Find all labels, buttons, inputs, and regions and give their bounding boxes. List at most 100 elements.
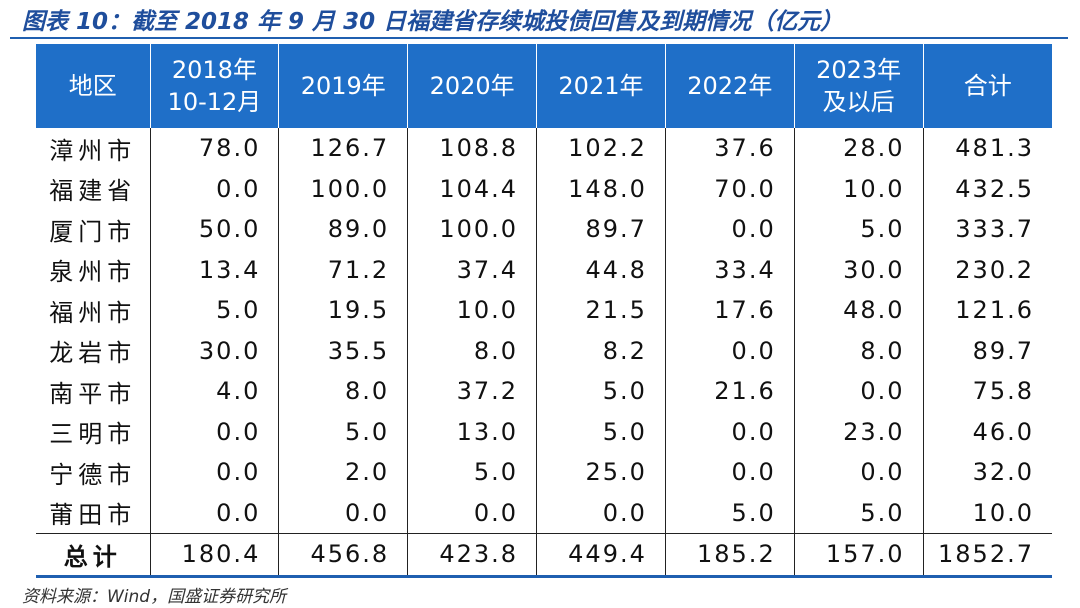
value-cell: 148.0 <box>536 168 666 209</box>
region-cell: 宁德市 <box>49 460 137 489</box>
header-cell: 2020年 <box>407 44 537 128</box>
value-cell: 10.0 <box>793 168 924 209</box>
value-cell: 108.8 <box>407 128 537 169</box>
value-cell: 481.3 <box>922 128 1052 169</box>
header-cell: 2018年 10-12月 <box>149 44 279 128</box>
header-text: 2022年 <box>687 72 773 100</box>
value-cell: 89.0 <box>278 209 408 250</box>
value-cell: 8.0 <box>793 330 924 371</box>
region-cell: 南平市 <box>49 379 137 408</box>
header-text: 合计 <box>963 72 1012 100</box>
value-cell: 5.0 <box>793 492 924 534</box>
header-cell: 2019年 <box>278 44 408 128</box>
region-cell: 泉州市 <box>49 258 137 287</box>
region-cell: 莆田市 <box>49 501 137 530</box>
header-text: 2020年 <box>429 72 515 100</box>
value-cell: 35.5 <box>278 330 408 371</box>
value-cell: 104.4 <box>407 168 537 209</box>
header-text: 地区 <box>68 72 117 100</box>
value-cell: 0.0 <box>536 492 666 534</box>
value-cell: 46.0 <box>922 411 1052 452</box>
value-cell: 32.0 <box>922 452 1052 493</box>
value-cell: 0.0 <box>664 411 795 452</box>
value-cell: 0.0 <box>664 209 795 250</box>
header-cell: 地区 <box>36 44 150 128</box>
value-cell: 456.8 <box>278 533 408 576</box>
region-cell: 总计 <box>36 533 150 576</box>
header-cell: 2023年 及以后 <box>793 44 924 128</box>
table-row: 福建省 0.0 100.0 104.4 148.0 70.0 10.0 432.5 <box>36 168 1052 209</box>
value-cell: 30.0 <box>793 249 924 290</box>
value-cell: 17.6 <box>664 290 795 331</box>
header-cell: 2022年 <box>664 44 795 128</box>
title-rule <box>10 37 1068 39</box>
value-cell: 50.0 <box>149 209 279 250</box>
table-row: 南平市 4.0 8.0 37.2 5.0 21.6 0.0 75.8 <box>36 371 1052 412</box>
value-cell: 5.0 <box>149 290 279 331</box>
value-cell: 48.0 <box>793 290 924 331</box>
value-cell: 157.0 <box>793 533 924 576</box>
region-cell: 福建省 <box>49 177 137 206</box>
value-cell: 0.0 <box>149 492 279 534</box>
value-cell: 8.2 <box>536 330 666 371</box>
table-row: 泉州市 13.4 71.2 37.4 44.8 33.4 30.0 230.2 <box>36 249 1052 290</box>
value-cell: 30.0 <box>149 330 279 371</box>
value-cell: 1852.7 <box>922 533 1052 576</box>
value-cell: 0.0 <box>664 452 795 493</box>
value-cell: 102.2 <box>536 128 666 169</box>
value-cell: 89.7 <box>536 209 666 250</box>
value-cell: 432.5 <box>922 168 1052 209</box>
value-cell: 25.0 <box>536 452 666 493</box>
value-cell: 5.0 <box>664 492 795 534</box>
value-cell: 21.6 <box>664 371 795 412</box>
value-cell: 8.0 <box>278 371 408 412</box>
value-cell: 89.7 <box>922 330 1052 371</box>
table-row: 三明市 0.0 5.0 13.0 5.0 0.0 23.0 46.0 <box>36 411 1052 452</box>
table-row: 厦门市 50.0 89.0 100.0 89.7 0.0 5.0 333.7 <box>36 209 1052 250</box>
value-cell: 44.8 <box>536 249 666 290</box>
table-row: 漳州市 78.0 126.7 108.8 102.2 37.6 28.0 481.3 <box>36 128 1052 169</box>
value-cell: 0.0 <box>278 492 408 534</box>
header-cell: 2021年 <box>536 44 666 128</box>
title: 图表 10：截至 2018 年 9 月 30 日福建省存续城投债回售及到期情况（… <box>22 9 844 35</box>
value-cell: 449.4 <box>536 533 666 576</box>
value-cell: 71.2 <box>278 249 408 290</box>
source: 资料来源：Wind，国盛证券研究所 <box>22 587 287 607</box>
region-cell: 龙岩市 <box>49 339 137 368</box>
value-cell: 37.4 <box>407 249 537 290</box>
table-row: 莆田市 0.0 0.0 0.0 0.0 5.0 5.0 10.0 <box>36 492 1052 534</box>
value-cell: 333.7 <box>922 209 1052 250</box>
header-text: 2019年 <box>300 72 386 100</box>
value-cell: 37.2 <box>407 371 537 412</box>
value-cell: 5.0 <box>278 411 408 452</box>
value-cell: 23.0 <box>793 411 924 452</box>
value-cell: 70.0 <box>664 168 795 209</box>
value-cell: 2.0 <box>278 452 408 493</box>
value-cell: 126.7 <box>278 128 408 169</box>
value-cell: 0.0 <box>793 371 924 412</box>
table-row: 福州市 5.0 19.5 10.0 21.5 17.6 48.0 121.6 <box>36 290 1052 331</box>
value-cell: 75.8 <box>922 371 1052 412</box>
value-cell: 10.0 <box>407 290 537 331</box>
header-text: 2021年 <box>558 72 644 100</box>
region-cell: 厦门市 <box>49 217 137 246</box>
value-cell: 121.6 <box>922 290 1052 331</box>
table: 地区 2018年 10-12月 2019年 2020年 2021年 2022年 2023年 及以… <box>36 44 1052 578</box>
value-cell: 0.0 <box>793 452 924 493</box>
value-cell: 33.4 <box>664 249 795 290</box>
table-row: 宁德市 0.0 2.0 5.0 25.0 0.0 0.0 32.0 <box>36 452 1052 493</box>
table-row: 龙岩市 30.0 35.5 8.0 8.2 0.0 8.0 89.7 <box>36 330 1052 371</box>
header-text: 2018年 <box>171 56 257 84</box>
value-cell: 5.0 <box>407 452 537 493</box>
value-cell: 423.8 <box>407 533 537 576</box>
value-cell: 19.5 <box>278 290 408 331</box>
value-cell: 13.0 <box>407 411 537 452</box>
value-cell: 78.0 <box>149 128 279 169</box>
value-cell: 180.4 <box>149 533 279 576</box>
value-cell: 230.2 <box>922 249 1052 290</box>
region-cell: 福州市 <box>49 298 137 327</box>
value-cell: 185.2 <box>664 533 795 576</box>
value-cell: 10.0 <box>922 492 1052 534</box>
header-text: 2023年 <box>816 56 902 84</box>
